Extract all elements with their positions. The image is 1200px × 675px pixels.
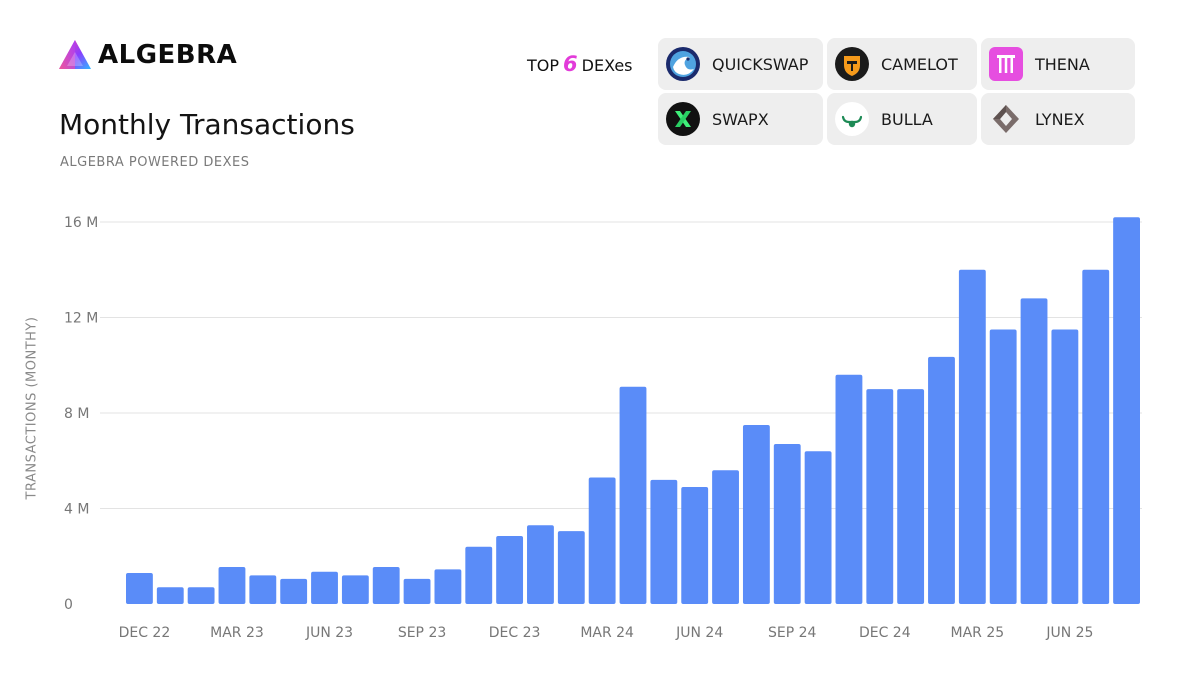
bar	[218, 566, 246, 604]
bar	[989, 329, 1017, 604]
dex-thena: THENA	[981, 38, 1135, 90]
bar	[372, 566, 400, 604]
y-tick-label: 8 M	[64, 406, 89, 422]
y-tick-label: 4 M	[64, 502, 89, 518]
bar	[1051, 329, 1079, 604]
bar	[187, 587, 215, 604]
camelot-logo-icon	[835, 47, 869, 81]
bulla-logo-icon	[835, 102, 869, 136]
chart-subtitle: ALGEBRA POWERED DEXES	[60, 155, 250, 170]
dex-bulla: BULLA	[827, 93, 977, 145]
dex-swapx: SWAPX	[658, 93, 823, 145]
quickswap-logo-icon	[666, 47, 700, 81]
bar	[804, 451, 832, 604]
bar	[773, 444, 801, 604]
algebra-logo-icon	[59, 40, 91, 69]
bar	[1113, 217, 1140, 604]
bar	[341, 575, 369, 604]
bars	[126, 217, 1140, 604]
y-axis-ticks: 0 4 M 8 M 12 M 16 M	[64, 215, 98, 613]
dex-name: THENA	[1035, 54, 1090, 74]
bar	[403, 578, 431, 604]
top-dexes-label: TOP 6 DEXes	[527, 52, 633, 76]
x-tick-label: MAR 23	[210, 625, 264, 641]
x-tick-label: DEC 22	[119, 625, 171, 641]
y-tick-label: 12 M	[64, 311, 98, 327]
bar	[866, 389, 894, 604]
x-tick-label: JUN 25	[1045, 625, 1093, 641]
dex-name: QUICKSWAP	[712, 54, 809, 74]
bar	[156, 587, 184, 604]
x-tick-label: MAR 24	[580, 625, 634, 641]
bar	[835, 374, 863, 604]
dex-name: BULLA	[881, 109, 933, 129]
bar	[742, 424, 770, 604]
bar	[619, 386, 647, 604]
bar	[126, 572, 153, 604]
y-tick-label: 0	[64, 597, 73, 613]
dex-quickswap: QUICKSWAP	[658, 38, 823, 90]
bar	[897, 389, 925, 604]
x-tick-label: JUN 23	[305, 625, 353, 641]
bar	[465, 546, 493, 604]
bar	[557, 531, 585, 604]
brand-name: ALGEBRA	[98, 40, 238, 70]
dex-name: SWAPX	[712, 109, 769, 129]
bar	[712, 470, 739, 604]
bar	[1020, 298, 1048, 604]
top-suffix: DEXes	[581, 56, 633, 75]
bar	[249, 575, 277, 604]
swapx-logo-icon	[666, 102, 700, 136]
lynex-logo-icon	[993, 105, 1019, 133]
dex-legend: QUICKSWAP CAMELOT THENA SWAPX	[658, 38, 1135, 145]
bar	[311, 571, 338, 604]
dex-camelot: CAMELOT	[827, 38, 977, 90]
x-tick-label: SEP 24	[768, 625, 817, 641]
x-tick-label: DEC 23	[489, 625, 541, 641]
x-tick-label: DEC 24	[859, 625, 911, 641]
bar	[496, 535, 524, 604]
y-tick-label: 16 M	[64, 215, 98, 231]
dex-name: CAMELOT	[881, 54, 958, 74]
bar	[434, 569, 462, 604]
x-axis-ticks: DEC 22 MAR 23 JUN 23 SEP 23 DEC 23 MAR 24 JUN …	[119, 625, 1094, 641]
brand-logo: ALGEBRA	[58, 38, 237, 72]
top-prefix: TOP	[527, 56, 560, 75]
bar	[527, 525, 554, 604]
bar	[650, 479, 678, 604]
bar	[280, 578, 308, 604]
bar	[958, 269, 986, 604]
x-tick-label: MAR 25	[951, 625, 1005, 641]
x-tick-label: SEP 23	[398, 625, 446, 641]
x-tick-label: JUN 24	[675, 625, 723, 641]
top-count: 6	[563, 52, 578, 76]
bar	[681, 487, 709, 604]
bar	[928, 356, 955, 604]
bar	[1082, 269, 1110, 604]
dex-name: LYNEX	[1035, 109, 1085, 129]
chart-title: Monthly Transactions	[59, 108, 355, 141]
dex-lynex: LYNEX	[981, 93, 1135, 145]
thena-logo-icon	[989, 47, 1023, 81]
bar	[588, 477, 616, 604]
